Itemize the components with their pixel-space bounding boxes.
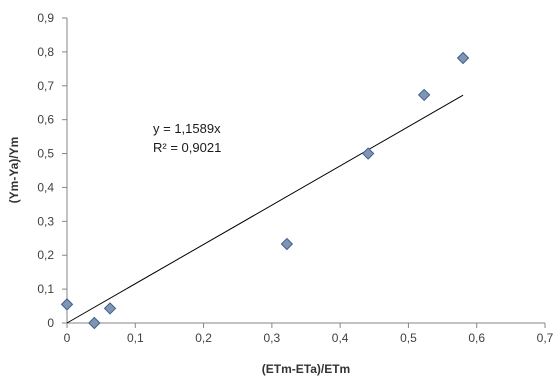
data-point	[417, 88, 431, 102]
data-point	[456, 51, 470, 65]
x-tick-label: 0,2	[195, 331, 212, 345]
data-points	[60, 51, 470, 330]
data-point	[361, 147, 375, 160]
x-tick-label: 0,6	[468, 331, 485, 345]
y-tick-label: 0,6	[37, 113, 54, 127]
trendline	[66, 94, 464, 324]
axes	[62, 17, 546, 328]
y-tick-label: 0,4	[37, 180, 54, 194]
x-tick-label: 0,7	[537, 331, 553, 345]
trendline-equation: y = 1,1589x	[153, 121, 221, 136]
y-tick-label: 0,5	[37, 147, 54, 161]
tick-labels: 0 0,1 0,2 0,3 0,4 0,5 0,6 0,7 0 0,1 0,2 0,3 0,4 0,5 0,…	[37, 11, 553, 345]
trendline-group	[66, 94, 464, 324]
x-tick-label: 0,1	[127, 331, 144, 345]
x-tick-label: 0,4	[332, 331, 349, 345]
data-point	[103, 302, 117, 315]
y-tick-label: 0	[47, 316, 54, 330]
y-axis-title: (Ym-Ya)/Ym	[7, 137, 21, 204]
y-tick-label: 0,7	[37, 79, 54, 93]
y-tick-label: 0,8	[37, 45, 54, 59]
y-tick-label: 0,1	[37, 282, 54, 296]
data-point	[280, 237, 294, 251]
x-tick-label: 0,3	[264, 331, 281, 345]
data-point	[88, 316, 101, 330]
y-tick-label: 0,9	[37, 11, 54, 25]
data-point	[60, 298, 74, 311]
r-squared-label: R² = 0,9021	[153, 140, 221, 155]
x-tick-label: 0,5	[400, 331, 417, 345]
x-axis-title: (ETm-ETa)/ETm	[262, 362, 350, 376]
y-tick-label: 0,3	[37, 214, 54, 228]
x-tick-label: 0	[64, 331, 71, 345]
y-tick-label: 0,2	[37, 248, 54, 262]
